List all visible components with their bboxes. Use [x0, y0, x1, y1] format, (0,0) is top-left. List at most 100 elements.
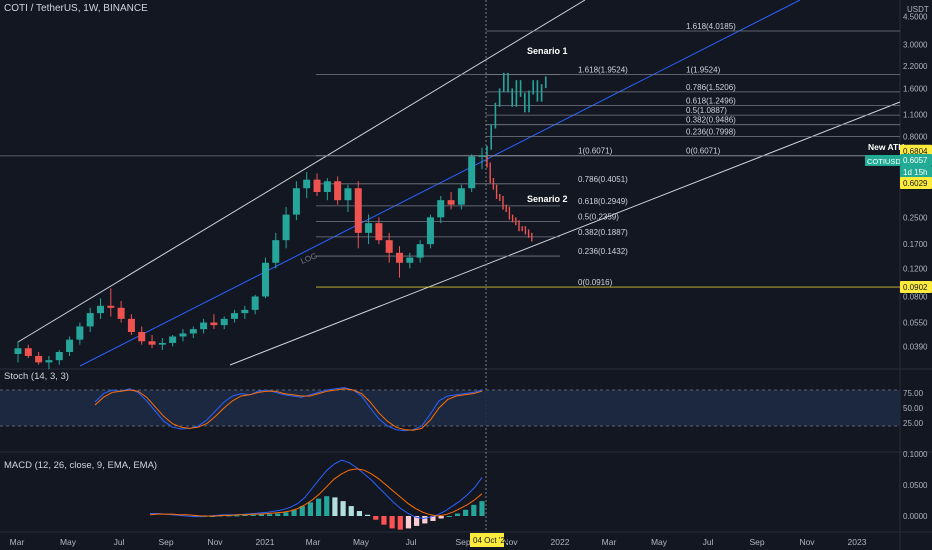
candle-body — [251, 296, 259, 310]
time-tick-label: Jul — [406, 537, 417, 547]
time-tick-label: 2022 — [551, 537, 570, 547]
macd-hist-bar — [389, 516, 395, 529]
candle-body — [313, 179, 321, 192]
currency-label: USDT — [907, 5, 929, 14]
time-tick-label: Sep — [158, 537, 173, 547]
candle-body — [148, 341, 156, 345]
macd-hist-bar — [446, 516, 452, 517]
price-tick-label: 0.0550 — [903, 319, 928, 328]
time-tick-label: May — [60, 537, 77, 547]
new-ath-label: New ATH — [868, 142, 904, 152]
macd-tick-label: 0.1000 — [903, 450, 928, 459]
macd-hist-bar — [422, 516, 428, 524]
macd-hist-bar — [381, 516, 387, 525]
fib-level-label: 0.618(1.2496) — [686, 97, 736, 106]
candle-body — [344, 188, 352, 201]
fib-level-label: 0.786(1.5206) — [686, 83, 736, 92]
crosshair-date-bg — [470, 533, 504, 547]
candle-body — [138, 332, 146, 342]
macd-hist-bar — [250, 514, 256, 516]
stoch-tick-label: 75.00 — [903, 389, 924, 398]
macd-label[interactable]: MACD (12, 26, close, 9, EMA, EMA) — [4, 460, 158, 471]
macd-tick-label: 0.0000 — [903, 512, 928, 521]
candle-body — [66, 339, 74, 352]
price-tag-low: 0.0902 — [903, 283, 928, 292]
macd-hist-bar — [430, 516, 436, 521]
symbol-tag: COTIUSDT — [867, 157, 906, 166]
candle-body — [86, 313, 94, 327]
macd-hist-bar — [332, 497, 338, 516]
fib-level-label: 0.5(0.2359) — [578, 212, 619, 221]
fib-level-label: 0.382(0.9486) — [686, 116, 736, 125]
time-tick-label: Mar — [10, 537, 25, 547]
price-tick-label: 1.6000 — [903, 84, 928, 93]
macd-hist-bar — [397, 516, 403, 530]
candle-body — [365, 223, 373, 233]
price-tag-last-bg — [900, 154, 932, 166]
candle-body — [189, 329, 197, 334]
price-tick-label: 0.1200 — [903, 264, 928, 273]
candle-body — [447, 200, 455, 205]
time-tick-label: Jul — [114, 537, 125, 547]
candle-body — [334, 181, 342, 201]
macd-hist-bar — [479, 501, 485, 516]
macd-tick-label: 0.0500 — [903, 481, 928, 490]
scenario2-label: Senario 2 — [527, 194, 568, 204]
macd-hist-bar — [373, 516, 379, 520]
fib-level-label: 1(1.9524) — [686, 66, 721, 75]
price-tick-label: 3.0000 — [903, 41, 928, 50]
price-tag-prev: 0.6029 — [903, 179, 928, 188]
candle-body — [468, 156, 476, 189]
candle-body — [179, 333, 187, 337]
time-tick-label: Nov — [502, 537, 518, 547]
candle-body — [292, 188, 300, 215]
price-tick-label: 0.2500 — [903, 213, 928, 222]
candle-body — [24, 348, 32, 356]
candle-body — [426, 217, 434, 245]
time-tick-label: Jul — [703, 537, 714, 547]
time-tick-label: 2021 — [256, 537, 275, 547]
scenario1-label: Senario 1 — [527, 46, 568, 56]
time-tick-label: Nov — [207, 537, 223, 547]
stoch-label[interactable]: Stoch (14, 3, 3) — [4, 371, 69, 382]
macd-hist-bar — [438, 516, 444, 519]
price-tick-label: 1.1000 — [903, 110, 928, 119]
chart-title: COTI / TetherUS, 1W, BINANCE — [4, 3, 148, 14]
macd-hist-bar — [307, 502, 313, 516]
macd-hist-bar — [463, 509, 469, 516]
macd-hist-bar — [405, 516, 412, 529]
candle-body — [169, 336, 177, 343]
price-tag-last: 0.6057 — [903, 156, 928, 165]
stoch-k-line — [94, 387, 483, 432]
macd-hist-bar — [348, 506, 354, 516]
price-tick-label: 0.0800 — [903, 293, 928, 302]
time-tick-label: May — [353, 537, 370, 547]
fib-level-label: 0.618(0.2949) — [578, 197, 628, 206]
macd-hist-bar — [471, 504, 477, 516]
candle-body — [76, 326, 84, 340]
macd-hist-bar — [454, 513, 461, 516]
macd-hist-bar — [324, 496, 330, 516]
candle-body — [354, 188, 362, 233]
candle-body — [282, 214, 290, 241]
candle-body — [406, 257, 414, 263]
macd-hist-bar — [258, 514, 264, 516]
candle-body — [303, 179, 311, 189]
candle-body — [241, 309, 249, 314]
candle-body — [210, 322, 218, 326]
macd-hist-bar — [291, 509, 297, 516]
fib-level-label: 1.618(1.9524) — [578, 66, 628, 75]
price-tag-prev-bg — [900, 177, 932, 189]
candle-body — [107, 305, 115, 308]
fib-level-label: 0.236(0.7998) — [686, 128, 736, 137]
price-tick-label: 0.8000 — [903, 133, 928, 142]
fib-level-label: 0.382(0.1887) — [578, 228, 628, 237]
fib-level-label: 0.236(0.1432) — [578, 247, 628, 256]
macd-hist-bar — [234, 515, 240, 517]
price-tick-label: 4.5000 — [903, 12, 928, 21]
stoch-tick-label: 25.00 — [903, 419, 924, 428]
candle-body — [55, 351, 63, 361]
candle-body — [261, 262, 269, 297]
price-tick-label: 0.0390 — [903, 342, 928, 351]
